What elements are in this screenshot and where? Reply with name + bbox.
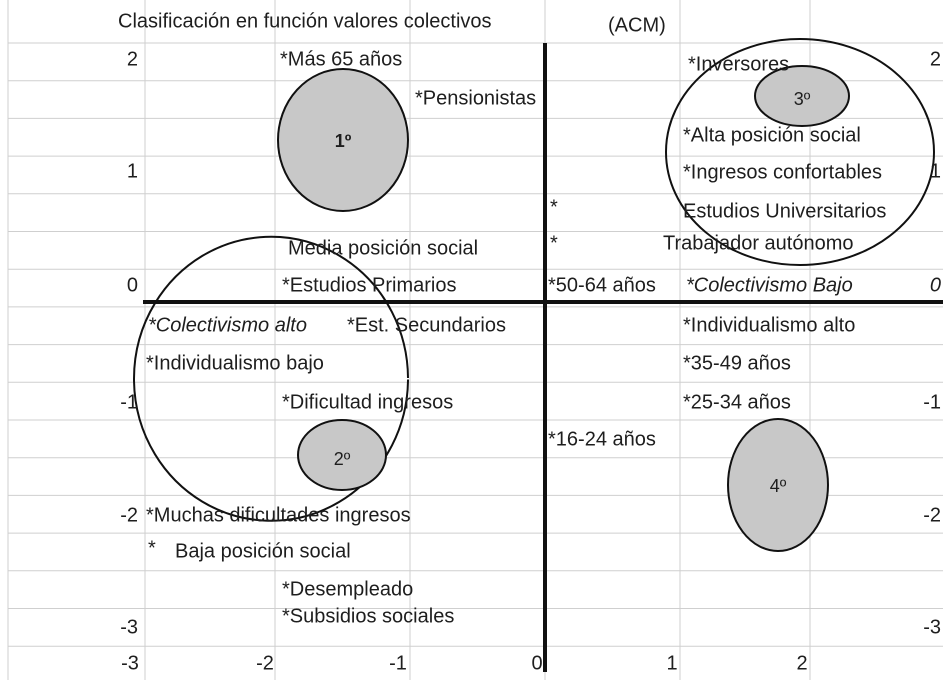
x-tick-label: 1	[666, 652, 677, 674]
label: *Dificultad ingresos	[282, 391, 453, 413]
x-tick-label: -3	[121, 652, 139, 674]
label: *Ingresos confortables	[683, 161, 882, 183]
label: *Alta posición social	[683, 124, 861, 146]
label: *Inversores	[688, 53, 789, 75]
y-tick-label: 0	[127, 274, 138, 296]
y-tick-label: 2	[127, 48, 138, 70]
label: *Individualismo alto	[683, 314, 855, 336]
labels: 2 2 1 1 0 0 -1 -1 -2 -2 -3 -3 -3 -2 -1 0 1 2 *Más 65 años *…	[120, 48, 941, 674]
y-tick-label: 1	[127, 160, 138, 182]
label: *	[148, 537, 156, 559]
cluster-label: 1º	[335, 131, 352, 151]
label: *	[550, 232, 558, 254]
y-tick-label: -2	[120, 504, 138, 526]
x-tick-label: -2	[256, 652, 274, 674]
y-tick-label: -1	[120, 391, 138, 413]
label: Trabajador autónomo	[663, 232, 854, 254]
label: Estudios Universitarios	[683, 200, 886, 222]
cluster-label: 3º	[794, 89, 811, 109]
y-tick-label: -3	[923, 616, 941, 638]
cluster-outline	[133, 235, 409, 522]
y-tick-label: -2	[923, 504, 941, 526]
label: *	[550, 196, 558, 218]
subtitle: (ACM)	[608, 14, 666, 36]
label: *Subsidios sociales	[282, 605, 454, 627]
title: Clasificación en función valores colecti…	[118, 10, 492, 32]
label: *25-34 años	[683, 391, 791, 413]
label: *Pensionistas	[415, 87, 536, 109]
label: *35-49 años	[683, 352, 791, 374]
label: *Individualismo bajo	[146, 352, 324, 374]
cluster	[277, 68, 409, 212]
cluster-label: 4º	[770, 476, 787, 496]
label: *Estudios Primarios	[282, 274, 457, 296]
cluster	[297, 419, 387, 491]
label: Media posición social	[288, 237, 478, 259]
label: *Colectivismo Bajo	[686, 274, 853, 296]
y-tick-label: 1	[930, 160, 941, 182]
label: *Colectivismo alto	[148, 314, 307, 336]
x-tick-label: 2	[796, 652, 807, 674]
label: *Desempleado	[282, 578, 413, 600]
label: *Más 65 años	[280, 48, 402, 70]
label: *Est. Secundarios	[347, 314, 506, 336]
label: *50-64 años	[548, 274, 656, 296]
label: Baja posición social	[175, 540, 351, 562]
cluster	[727, 418, 829, 552]
sheet-grid	[7, 0, 943, 680]
cluster-outline	[665, 38, 935, 266]
y-tick-label: -3	[120, 616, 138, 638]
x-tick-label: -1	[389, 652, 407, 674]
label: *Muchas dificultades ingresos	[146, 504, 411, 526]
y-tick-label: 0	[930, 274, 941, 296]
y-tick-label: -1	[923, 391, 941, 413]
y-tick-label: 2	[930, 48, 941, 70]
label: *16-24 años	[548, 428, 656, 450]
cluster	[754, 65, 850, 127]
cluster-label: 2º	[334, 449, 351, 469]
x-tick-label: 0	[531, 652, 542, 674]
